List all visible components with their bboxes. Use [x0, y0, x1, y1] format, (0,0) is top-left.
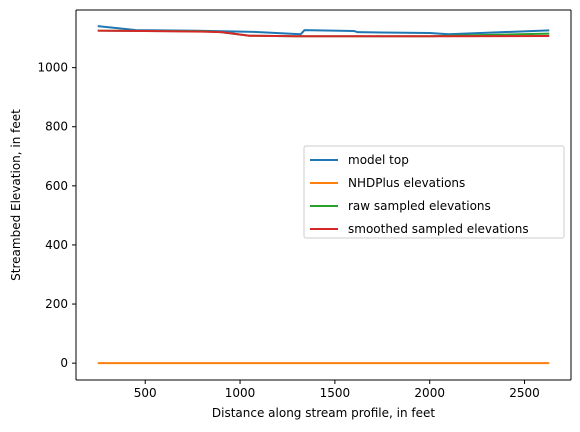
legend-label-nhdplus-elevations: NHDPlus elevations [348, 176, 465, 190]
x-tick-label: 1000 [225, 386, 256, 400]
series-layer [97, 25, 550, 365]
x-tick-label: 1500 [320, 386, 351, 400]
y-axis-title: Streambed Elevation, in feet [9, 109, 23, 281]
x-tick-label: 2000 [414, 386, 445, 400]
y-tick-label: 1000 [37, 61, 68, 75]
legend-label-raw-sampled-elevations: raw sampled elevations [348, 199, 491, 213]
y-tick-label: 0 [60, 356, 68, 370]
y-tick-label: 800 [45, 120, 68, 134]
y-tick-label: 200 [45, 297, 68, 311]
series-line-smoothed-sampled-elevations [97, 29, 550, 38]
x-tick-label: 500 [134, 386, 157, 400]
legend-box [303, 145, 565, 239]
x-tick-label: 2500 [509, 386, 540, 400]
legend-label-smoothed-sampled-elevations: smoothed sampled elevations [348, 222, 529, 236]
legend-label-model-top: model top [348, 153, 409, 167]
y-tick-label: 400 [45, 238, 68, 252]
y-tick-label: 600 [45, 179, 68, 193]
legend: model top NHDPlus elevations raw sampled… [303, 145, 565, 239]
axes-layer: 500 1000 1500 2000 2500 0 200 400 600 800 1000 [37, 9, 572, 400]
x-axis-title: Distance along stream profile, in feet [212, 406, 435, 420]
